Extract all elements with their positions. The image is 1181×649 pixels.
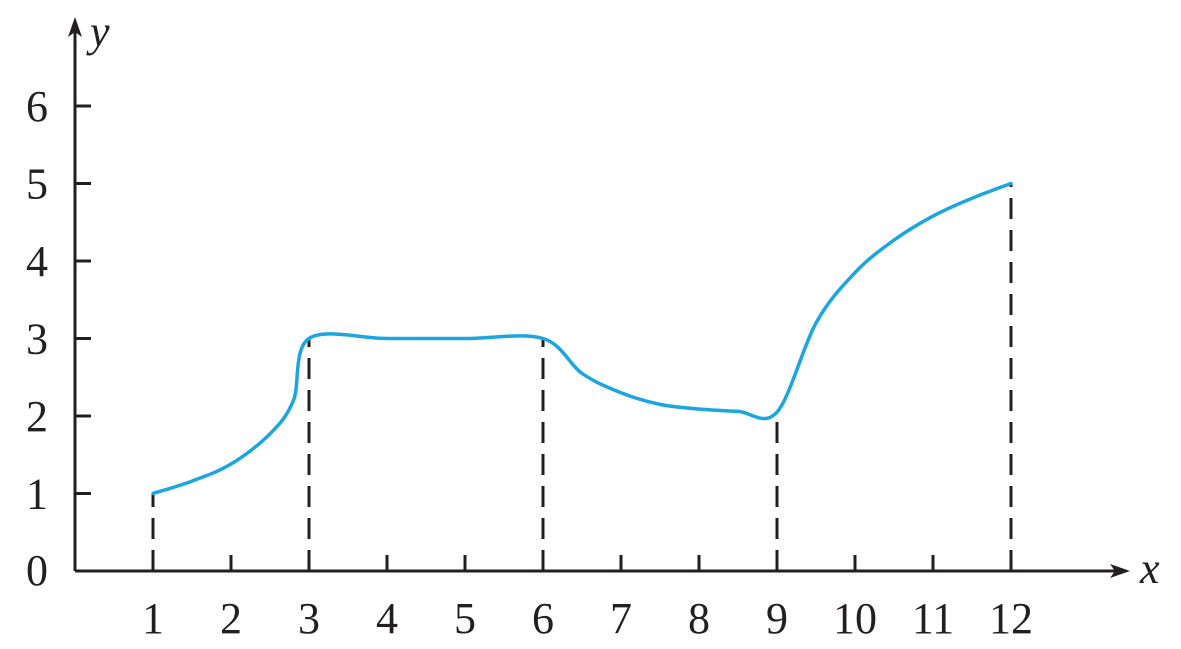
y-tick-label: 3 — [26, 315, 48, 364]
x-tick-label: 7 — [610, 594, 632, 643]
series — [151, 181, 1013, 496]
x-tick-label: 9 — [766, 594, 788, 643]
x-tick-label: 12 — [989, 594, 1033, 643]
y-tick-label: 6 — [26, 82, 48, 131]
origin-label: 0 — [26, 546, 48, 595]
x-tick-label: 5 — [454, 594, 476, 643]
series-line — [151, 181, 1013, 496]
x-tick-label: 6 — [532, 594, 554, 643]
y-tick-label: 1 — [26, 470, 48, 519]
x-axis-label: x — [1139, 544, 1160, 593]
x-tick-label: 10 — [833, 594, 877, 643]
x-tick-label: 8 — [688, 594, 710, 643]
y-tick-label: 2 — [26, 392, 48, 441]
x-tick-label: 11 — [912, 594, 954, 643]
x-tick-label: 3 — [298, 594, 320, 643]
x-tick-label: 1 — [142, 594, 164, 643]
y-tick-label: 5 — [26, 160, 48, 209]
y-axis-arrowhead — [68, 17, 82, 37]
x-tick-label: 4 — [376, 594, 398, 643]
axes: x y 0 — [26, 7, 1160, 595]
y-axis-label: y — [86, 7, 110, 56]
x-axis-arrowhead — [1110, 564, 1130, 578]
y-tick-label: 4 — [26, 237, 48, 286]
dashed-guides — [151, 183, 1013, 571]
x-tick-label: 2 — [220, 594, 242, 643]
